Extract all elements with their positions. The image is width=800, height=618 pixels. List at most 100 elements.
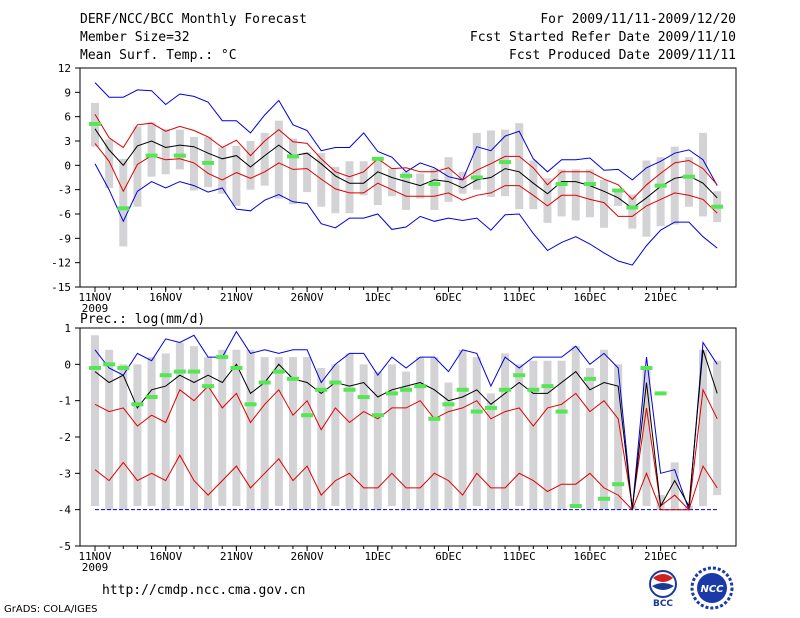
- prec-observed-marker: [385, 391, 398, 396]
- prec-x-year-label: 2009: [82, 561, 109, 574]
- prec-spread-box: [713, 360, 722, 496]
- temp-x-tick-label: 21DEC: [644, 291, 677, 304]
- ncc-logo-text: NCC: [700, 584, 724, 595]
- temp-spread-box: [557, 169, 566, 217]
- temp-observed-marker: [117, 206, 130, 211]
- prec-observed-marker: [216, 355, 229, 360]
- prec-observed-marker: [456, 387, 469, 392]
- prec-y-tick-label: -1: [58, 395, 71, 408]
- prec-observed-marker: [301, 413, 314, 418]
- prec-observed-marker: [117, 365, 130, 370]
- temp-y-tick-label: 6: [64, 111, 71, 124]
- prec-spread-box: [331, 364, 340, 507]
- temp-spread-box: [458, 171, 467, 194]
- bcc-logo-text: BCC: [653, 599, 673, 608]
- prec-spread-box: [387, 364, 396, 507]
- prec-spread-box: [317, 367, 326, 510]
- temp-lower-spread-line: [94, 143, 718, 217]
- prec-spread-box: [699, 349, 708, 507]
- prec-y-tick-label: 1: [64, 322, 71, 335]
- temp-spread-box: [133, 126, 142, 207]
- prec-observed-marker: [230, 365, 243, 370]
- temp-spread-box: [274, 120, 283, 199]
- temp-y-tick-label: 3: [64, 135, 71, 148]
- prec-spread-box: [133, 364, 142, 507]
- temp-y-tick-label: -12: [51, 257, 71, 270]
- temp-observed-marker: [145, 153, 158, 158]
- temp-observed-marker: [89, 121, 101, 126]
- prec-observed-marker: [145, 395, 158, 400]
- prec-spread-box: [458, 349, 467, 510]
- temp-spread-box: [189, 136, 198, 191]
- prec-x-tick-label: 21DEC: [644, 550, 677, 563]
- prec-x-tick-label: 11NOV: [78, 550, 111, 563]
- temp-spread-box: [699, 132, 708, 217]
- prec-observed-marker: [583, 376, 596, 381]
- temp-spread-box: [260, 132, 269, 186]
- temp-spread-box: [642, 160, 651, 237]
- temp-spread-box: [430, 168, 439, 210]
- prec-spread-box: [105, 349, 114, 510]
- temp-spread-box: [628, 194, 637, 229]
- prec-spread-box: [161, 353, 170, 510]
- prec-spread-box: [543, 360, 552, 510]
- prec-observed-marker: [484, 405, 497, 410]
- prec-upper-spread-line: [94, 385, 718, 511]
- temp-spread-box: [585, 169, 594, 218]
- temp-spread-box: [331, 166, 340, 214]
- prec-y-tick-label: -4: [58, 504, 72, 517]
- prec-panel-title: Prec.: log(mm/d): [80, 312, 205, 327]
- prec-spread-box: [288, 357, 297, 510]
- prec-observed-marker: [173, 369, 186, 374]
- temp-spread-box: [147, 122, 156, 177]
- temp-x-tick-label: 11NOV: [78, 291, 111, 304]
- temp-spread-box: [387, 168, 396, 197]
- prec-y-tick-label: -3: [58, 467, 71, 480]
- temp-lower-envelope-line: [94, 163, 718, 266]
- prec-upper-envelope-line: [94, 330, 718, 510]
- prec-observed-marker: [527, 387, 540, 392]
- temp-observed-marker: [583, 181, 596, 186]
- prec-spread-box: [359, 364, 368, 510]
- temp-spread-box: [670, 146, 679, 225]
- temp-y-tick-label: -9: [58, 232, 71, 245]
- prec-spread-box: [416, 357, 425, 510]
- temp-x-tick-label: 6DEC: [435, 291, 462, 304]
- temp-spread-box: [402, 171, 411, 210]
- prec-observed-marker: [598, 496, 611, 501]
- temp-spread-box: [656, 157, 665, 227]
- prec-observed-marker: [640, 365, 653, 370]
- prec-x-tick-label: 11DEC: [503, 550, 536, 563]
- temp-spread-box: [345, 161, 354, 214]
- prec-spread-box: [585, 367, 594, 510]
- prec-spread-box: [218, 349, 227, 507]
- prec-x-tick-label: 26NOV: [291, 550, 324, 563]
- temp-spread-box: [359, 161, 368, 196]
- ncc-logo-icon: NCC: [690, 566, 734, 610]
- temp-x-tick-label: 16DEC: [573, 291, 606, 304]
- temp-observed-marker: [173, 153, 186, 158]
- temp-spread-box: [444, 157, 453, 202]
- prec-observed-marker: [258, 380, 271, 385]
- prec-spread-box: [515, 364, 524, 507]
- temp-spread-box: [175, 129, 184, 170]
- temp-observed-marker: [470, 175, 483, 180]
- temp-spread-box: [317, 153, 326, 207]
- temp-y-tick-label: 12: [58, 62, 71, 75]
- prec-observed-marker: [202, 384, 215, 389]
- temp-spread-box: [600, 179, 609, 228]
- prec-spread-box: [501, 353, 510, 510]
- prec-observed-marker: [499, 387, 512, 392]
- prec-observed-marker: [371, 413, 384, 418]
- prec-spread-box: [232, 349, 241, 507]
- temp-x-tick-label: 1DEC: [365, 291, 392, 304]
- prec-spread-box: [670, 462, 679, 510]
- prec-spread-box: [260, 357, 269, 510]
- prec-x-tick-label: 16NOV: [149, 550, 182, 563]
- prec-lower-spread-line: [94, 454, 718, 511]
- prec-observed-marker: [555, 409, 568, 414]
- prec-spread-box: [119, 364, 128, 510]
- prec-spread-box: [91, 335, 99, 507]
- prec-spread-box: [571, 346, 580, 507]
- prec-spread-box: [557, 360, 566, 510]
